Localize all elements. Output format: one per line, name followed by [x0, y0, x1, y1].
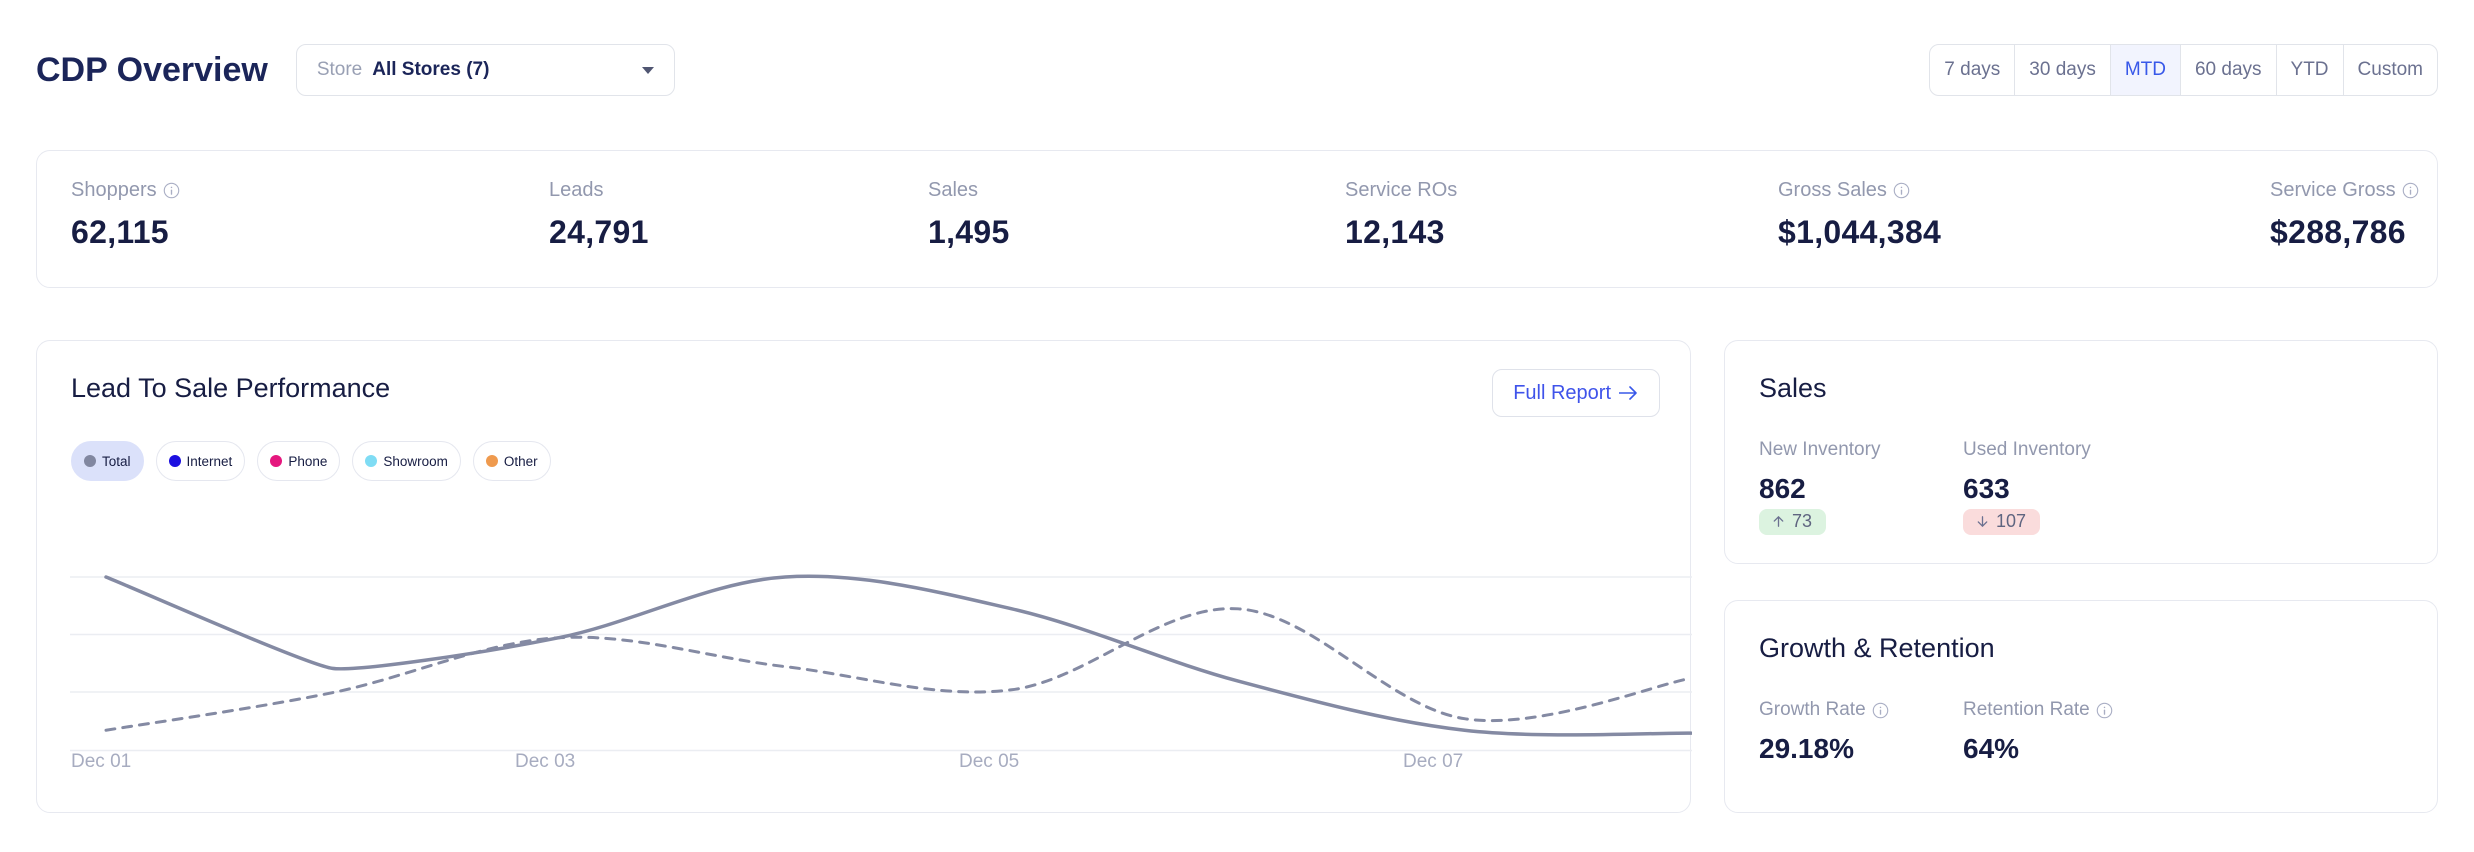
svg-text:Dec 01: Dec 01	[71, 751, 131, 772]
svg-text:Dec 05: Dec 05	[959, 751, 1019, 772]
svg-text:Dec 03: Dec 03	[515, 751, 575, 772]
svg-text:Dec 07: Dec 07	[1403, 751, 1463, 772]
